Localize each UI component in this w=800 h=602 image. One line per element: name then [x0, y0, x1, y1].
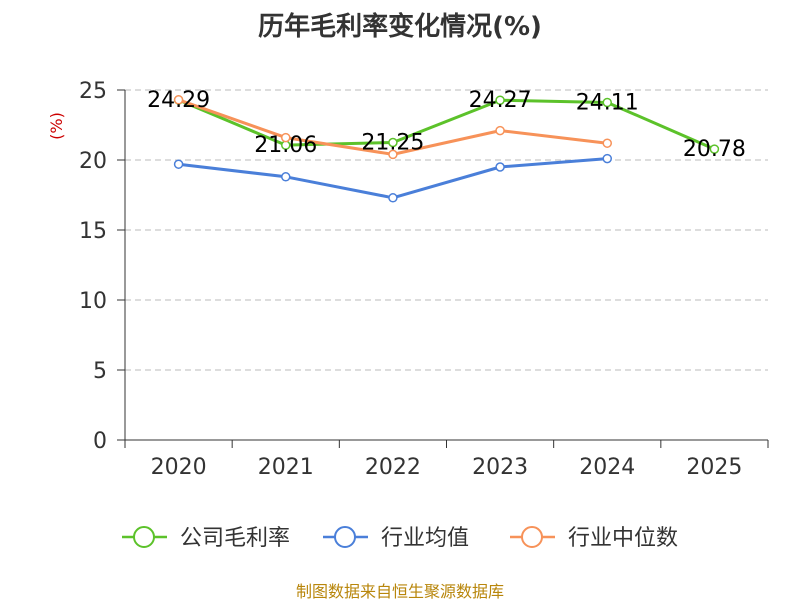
data-label: 24.27 — [469, 88, 532, 113]
series-point-0 — [602, 97, 612, 108]
chart-title: 历年毛利率变化情况(%) — [258, 12, 542, 42]
x-tick-label: 2025 — [686, 455, 742, 480]
legend-label: 行业中位数 — [568, 526, 678, 551]
series-layer — [173, 95, 720, 203]
data-label: 24.29 — [147, 88, 210, 113]
series-point-0 — [495, 95, 505, 105]
series-point-0 — [709, 144, 720, 154]
data-label: 20.78 — [683, 137, 746, 162]
x-tick-label: 2022 — [365, 455, 421, 480]
legend-marker — [334, 526, 356, 548]
grid-lines — [125, 89, 768, 371]
series-point-1 — [173, 159, 184, 169]
y-tick-label: 15 — [79, 219, 107, 244]
legend-marker — [133, 526, 155, 548]
y-tick-label: 20 — [79, 149, 107, 174]
source-note: 制图数据来自恒生聚源数据库 — [295, 582, 504, 601]
series-point-0 — [388, 137, 398, 148]
y-tick-label: 0 — [93, 429, 107, 454]
y-axis-label: (%) — [47, 112, 66, 140]
series-point-1 — [602, 153, 612, 164]
series-point-1 — [388, 193, 398, 203]
series-line-0 — [178, 98, 716, 151]
x-tick-label: 2021 — [258, 455, 314, 480]
y-tick-label: 10 — [79, 289, 107, 314]
series-point-1 — [495, 162, 505, 172]
x-tick-label: 2020 — [151, 455, 207, 480]
series-line-1 — [178, 157, 608, 200]
series-point-2 — [602, 138, 612, 148]
data-labels: 24.29 21.06 21.25 24.27 24.11 20.78 — [147, 88, 746, 162]
legend: 公司毛利率 行业均值 行业中位数 — [122, 526, 678, 551]
legend-marker — [521, 526, 543, 548]
series-point-2 — [173, 95, 184, 105]
legend-label: 行业均值 — [381, 526, 469, 551]
series-point-2 — [388, 149, 398, 160]
data-label: 24.11 — [576, 90, 639, 115]
x-tick-label: 2023 — [472, 455, 528, 480]
data-label: 21.25 — [361, 131, 424, 156]
series-point-2 — [281, 132, 291, 143]
legend-label: 公司毛利率 — [180, 526, 290, 551]
data-label: 21.06 — [254, 133, 317, 158]
series-point-1 — [281, 172, 291, 182]
x-tick-label: 2024 — [579, 455, 635, 480]
y-tick-label: 25 — [79, 79, 107, 104]
series-point-2 — [495, 125, 505, 136]
y-tick-label: 5 — [93, 359, 107, 384]
